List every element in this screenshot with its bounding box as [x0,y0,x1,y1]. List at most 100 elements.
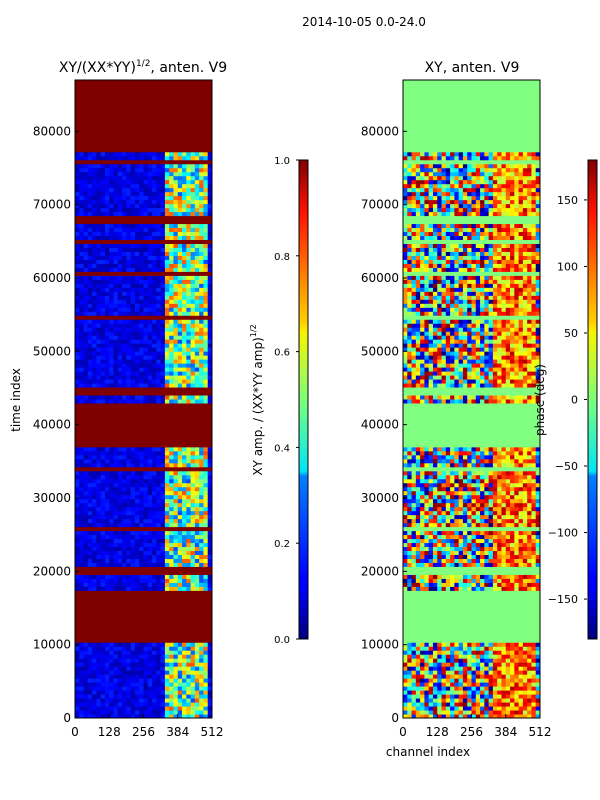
amplitude-cell [160,147,166,153]
amplitude-cell [117,450,123,456]
amplitude-cell [156,502,162,508]
amplitude-cell [75,395,80,400]
amplitude-cell [203,223,209,229]
amplitude-cell [109,502,115,508]
amplitude-cell [173,219,179,225]
amplitude-cell [96,518,102,524]
amplitude-cell [164,159,170,165]
amplitude-cell [156,566,162,571]
amplitude-cell [156,498,162,504]
amplitude-cell [134,247,140,252]
amplitude-cell [122,458,127,464]
amplitude-cell [100,327,106,332]
amplitude-cell [190,430,196,436]
amplitude-cell [104,131,110,137]
amplitude-cell [87,339,93,344]
amplitude-cell [207,399,213,404]
amplitude-cell [194,498,200,504]
amplitude-cell [203,646,209,651]
amplitude-cell [130,622,136,627]
amplitude-cell [143,147,149,153]
amplitude-cell [83,622,89,627]
amplitude-cell [134,406,140,412]
amplitude-cell [139,363,144,368]
amplitude-cell [160,622,166,627]
amplitude-cell [147,371,153,376]
amplitude-cell [130,399,136,404]
amplitude-cell [122,331,127,336]
amplitude-cell [122,610,127,615]
amplitude-cell [100,207,106,213]
amplitude-cell [75,710,80,715]
amplitude-cell [173,275,179,280]
amplitude-cell [139,566,144,571]
amplitude-cell [190,674,196,679]
amplitude-cell [169,666,174,671]
amplitude-cell [79,151,85,157]
amplitude-cell [75,430,80,436]
amplitude-cell [109,203,115,209]
amplitude-cell [147,482,153,488]
amplitude-cell [207,686,213,691]
amplitude-cell [126,263,132,268]
amplitude-cell [139,706,144,711]
amplitude-cell [169,167,174,173]
amplitude-cell [126,438,132,444]
amplitude-cell [143,111,149,117]
amplitude-cell [117,239,123,244]
amplitude-cell [122,131,127,137]
amplitude-cell [190,147,196,153]
amplitude-cell [164,594,170,599]
amplitude-cell [83,247,89,252]
amplitude-cell [113,387,119,392]
amplitude-cell [83,119,89,125]
amplitude-cell [113,271,119,276]
amplitude-cell [109,518,115,524]
amplitude-cell [134,111,140,117]
amplitude-cell [164,183,170,189]
amplitude-cell [173,223,179,229]
amplitude-cell [194,323,200,328]
amplitude-cell [96,426,102,432]
amplitude-cell [194,203,200,209]
amplitude-cell [83,367,89,372]
amplitude-cell [169,698,174,703]
amplitude-cell [156,662,162,667]
amplitude-cell [130,470,136,476]
amplitude-cell [156,275,162,280]
amplitude-cell [92,486,97,492]
amplitude-cell [87,207,93,213]
amplitude-cell [104,698,110,703]
amplitude-cell [117,211,123,217]
amplitude-cell [160,135,166,141]
amplitude-cell [117,139,123,145]
amplitude-cell [126,646,132,651]
amplitude-cell [177,315,183,320]
amplitude-cell [130,550,136,556]
amplitude-cell [134,291,140,296]
amplitude-cell [87,187,93,193]
amplitude-cell [75,410,80,416]
amplitude-cell [169,574,174,579]
amplitude-cell [130,191,136,197]
amplitude-cell [143,522,149,528]
amplitude-cell [139,131,144,137]
amplitude-cell [169,207,174,213]
amplitude-cell [186,534,192,540]
amplitude-cell [126,235,132,240]
amplitude-cell [113,422,119,428]
amplitude-cell [75,195,80,201]
amplitude-cell [122,119,127,125]
amplitude-cell [122,406,127,412]
amplitude-cell [156,526,162,532]
amplitude-cell [96,442,102,448]
amplitude-cell [109,594,115,599]
amplitude-cell [169,426,174,432]
amplitude-cell [109,307,115,312]
amplitude-cell [147,391,153,396]
amplitude-cell [182,123,187,129]
amplitude-cell [79,175,85,181]
amplitude-cell [203,574,209,579]
amplitude-cell [147,430,153,436]
amplitude-cell [75,630,80,635]
